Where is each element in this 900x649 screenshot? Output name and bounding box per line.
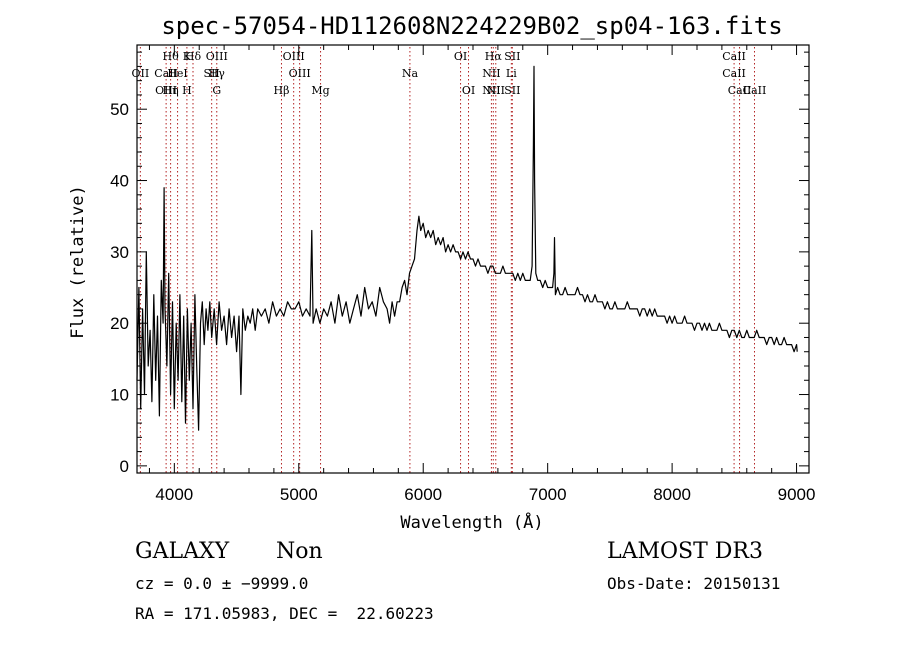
x-axis-ticks: 4000 5000 6000 7000 8000 9000: [148, 45, 816, 504]
y-tick-label: 30: [110, 243, 129, 262]
line-label: HeI: [167, 67, 187, 80]
line-label: CaII: [728, 84, 752, 97]
line-label: K: [183, 50, 192, 63]
line-label: OIII: [283, 50, 305, 63]
line-label: OI: [454, 50, 467, 63]
line-label: Hα: [485, 50, 503, 63]
chart-title: spec-57054-HD112608N224229B02_sp04-163.f…: [161, 12, 782, 40]
line-label: SII: [504, 84, 520, 97]
line-label: OIII: [155, 84, 177, 97]
x-tick-label: 4000: [155, 485, 193, 504]
line-label: H: [182, 84, 192, 97]
coordinates-ra-dec: RA = 171.05983, DEC = 22.60223: [135, 604, 434, 623]
line-label: Hθ: [162, 50, 179, 63]
line-label: OI: [462, 84, 475, 97]
line-label: Li: [506, 67, 517, 80]
line-label: OIII: [289, 67, 311, 80]
line-label: Hγ: [209, 67, 226, 80]
redshift-cz: cz = 0.0 ± −9999.0: [135, 574, 309, 593]
y-tick-label: 10: [110, 386, 129, 405]
spectrum-series-line: [136, 65, 798, 431]
spectral-line-markers: [139, 47, 755, 473]
x-tick-label: 9000: [778, 485, 816, 504]
line-label: OII: [132, 67, 150, 80]
x-tick-label: 7000: [529, 485, 567, 504]
line-label: CaII: [722, 50, 746, 63]
line-label: G: [212, 84, 221, 97]
x-tick-label: 5000: [280, 485, 318, 504]
line-label: NII: [482, 84, 500, 97]
line-label: Hβ: [274, 84, 290, 97]
line-label: SII: [504, 50, 520, 63]
line-label: NII: [482, 67, 500, 80]
y-axis-label: Flux (relative): [68, 185, 88, 339]
x-axis-label: Wavelength (Å): [400, 511, 543, 533]
y-tick-label: 50: [110, 100, 129, 119]
line-label: CaII: [154, 67, 178, 80]
x-tick-label: 6000: [404, 485, 442, 504]
line-label: Mg: [311, 84, 329, 97]
line-label: Na: [402, 67, 419, 80]
line-label: NII: [487, 84, 505, 97]
x-tick-label: 8000: [653, 485, 691, 504]
line-label: Hη: [163, 84, 179, 97]
y-axis-ticks: 0 10 20 30 40 50: [110, 51, 809, 476]
object-subclass: Non: [276, 539, 323, 564]
observation-date: Obs-Date: 20150131: [607, 574, 781, 593]
line-label: SII: [204, 67, 220, 80]
line-label: OIII: [206, 50, 228, 63]
y-tick-label: 0: [120, 457, 129, 476]
object-class: GALAXY: [135, 539, 230, 564]
line-label: CaII: [743, 84, 767, 97]
survey-name: LAMOST DR3: [607, 539, 763, 564]
y-tick-label: 20: [110, 314, 129, 333]
line-label: Hδ: [185, 50, 202, 63]
y-tick-label: 40: [110, 172, 129, 191]
line-label: CaII: [722, 67, 746, 80]
